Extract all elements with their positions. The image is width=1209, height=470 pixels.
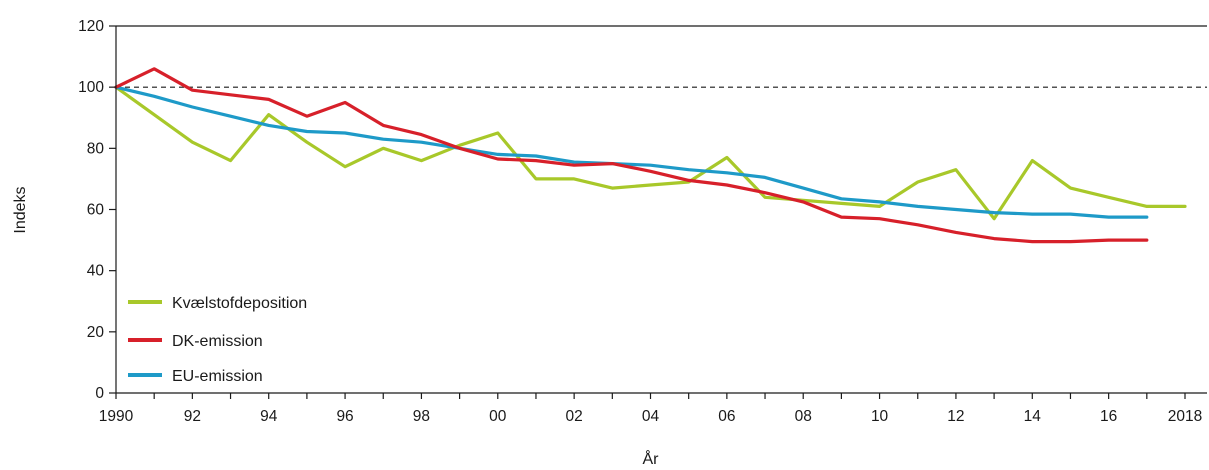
legend-label-1: Kvælstofdeposition (172, 295, 307, 312)
series-layer (114, 67, 1187, 244)
y-tick-label: 0 (95, 385, 104, 402)
legend-label-3: EU-emission (172, 368, 263, 385)
y-tick-label: 80 (87, 140, 105, 157)
y-axis-title: Indeks (12, 186, 29, 233)
y-tick-label: 120 (78, 18, 104, 35)
x-tick-label: 16 (1100, 408, 1117, 425)
y-tick-label: 100 (78, 79, 104, 96)
y-tick-label: 20 (87, 324, 105, 341)
x-tick-label: 96 (336, 408, 353, 425)
series-line-2 (114, 67, 1149, 244)
axes-layer (115, 25, 1207, 394)
legend-label-2: DK-emission (172, 333, 263, 350)
x-tick-label: 1990 (99, 408, 134, 425)
x-tick-label: 02 (566, 408, 583, 425)
x-tick-label: 06 (718, 408, 735, 425)
series-line-1 (114, 85, 1187, 221)
x-tick-label: 00 (489, 408, 507, 425)
x-tick-label: 14 (1024, 408, 1042, 425)
x-tick-label: 94 (260, 408, 278, 425)
x-axis-title: År (643, 449, 660, 468)
x-tick-label: 92 (184, 408, 201, 425)
legend: Kvælstofdeposition DK-emission EU-emission (128, 295, 307, 385)
x-tick-label: 12 (947, 408, 964, 425)
x-tick-label: 2018 (1168, 408, 1202, 425)
y-tick-label: 60 (87, 202, 105, 219)
x-tick-label: 98 (413, 408, 430, 425)
series-line-3 (114, 85, 1149, 219)
ticks-layer: 0 20 40 60 80 100 120 1990 92 94 96 98 00 02 04 06 08 10 1… (78, 18, 1202, 425)
x-tick-label: 10 (871, 408, 889, 425)
y-tick-label: 40 (87, 263, 105, 280)
x-tick-label: 08 (795, 408, 812, 425)
x-tick-label: 04 (642, 408, 660, 425)
